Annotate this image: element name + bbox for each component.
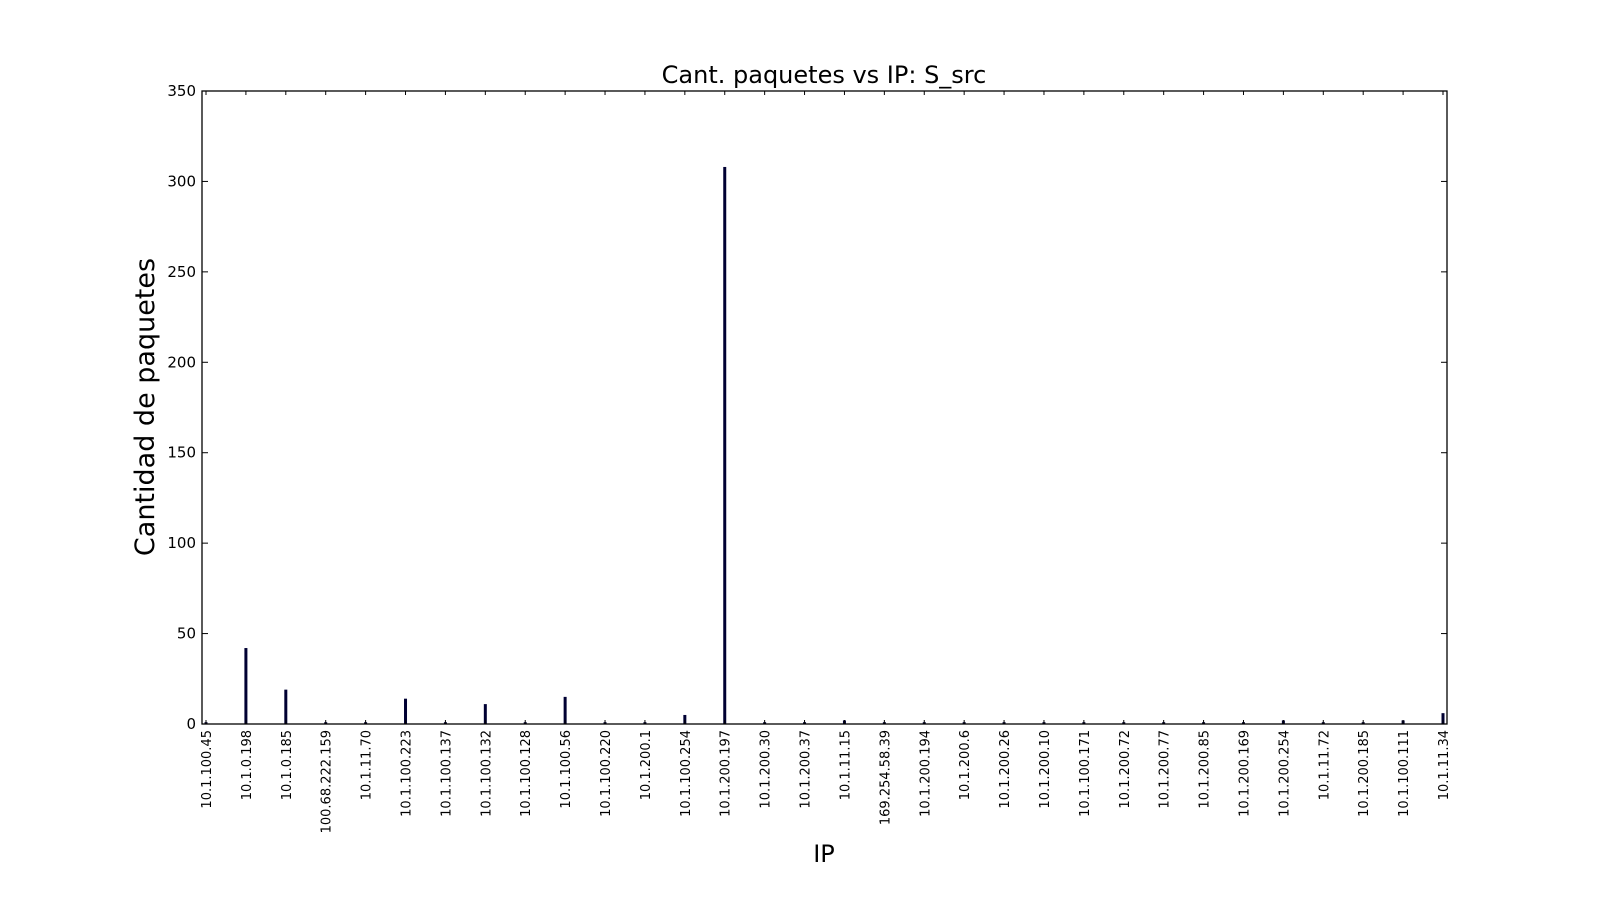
x-tick-label: 10.1.11.34 <box>1437 730 1452 800</box>
y-tick-label: 150 <box>167 444 196 462</box>
bar-10.1.200.197 <box>723 166 727 724</box>
x-axis-label: IP <box>813 840 835 868</box>
x-tick-label: 10.1.200.72 <box>1118 730 1133 809</box>
bar-10.1.100.132 <box>483 704 487 724</box>
y-tick-label: 200 <box>167 353 196 371</box>
y-tick-label: 0 <box>186 715 196 733</box>
x-tick-label: 169.254.58.39 <box>878 730 893 825</box>
bar-10.1.0.198 <box>244 648 248 724</box>
x-tick-label: 10.1.100.137 <box>439 730 454 817</box>
y-tick-label: 250 <box>167 263 196 281</box>
bar-10.1.0.185 <box>284 689 288 724</box>
x-tick-label: 10.1.200.30 <box>759 730 774 809</box>
x-tick-label: 10.1.200.26 <box>998 730 1013 809</box>
x-tick-label: 10.1.200.37 <box>799 730 814 809</box>
x-tick-label: 10.1.100.132 <box>479 730 494 817</box>
bar-10.1.100.223 <box>404 698 408 724</box>
plot-frame <box>201 90 1448 725</box>
x-tick-label: 10.1.200.85 <box>1198 730 1213 809</box>
x-tick-label: 10.1.100.223 <box>400 730 415 817</box>
y-axis-label: Cantidad de paquetes <box>130 258 161 556</box>
x-axis-ticks: 10.1.100.45 10.1.0.198 10.1.0.185 100.68.22… <box>200 91 1452 833</box>
bar-10.1.100.254 <box>683 714 687 724</box>
x-tick-label: 10.1.11.15 <box>838 730 853 800</box>
y-tick-label: 100 <box>167 534 196 552</box>
bars-group <box>204 166 1445 724</box>
x-tick-label: 10.1.100.111 <box>1397 730 1412 817</box>
y-tick-label: 50 <box>177 625 196 643</box>
x-tick-label: 10.1.100.45 <box>200 730 215 809</box>
x-tick-label: 10.1.200.197 <box>719 730 734 817</box>
x-tick-label: 10.1.11.72 <box>1317 730 1332 800</box>
x-tick-label: 10.1.100.171 <box>1078 730 1093 817</box>
x-tick-label: 10.1.100.220 <box>599 730 614 817</box>
x-tick-label: 10.1.200.77 <box>1158 730 1173 809</box>
y-tick-label: 350 <box>167 82 196 100</box>
y-tick-label: 300 <box>167 172 196 190</box>
chart-title: Cant. paquetes vs IP: S_src <box>662 61 987 89</box>
x-tick-label: 10.1.200.169 <box>1237 730 1252 817</box>
bar-10.1.100.56 <box>563 696 567 724</box>
x-tick-label: 10.1.200.185 <box>1357 730 1372 817</box>
x-tick-label: 10.1.200.6 <box>958 730 973 800</box>
x-tick-label: 100.68.222.159 <box>320 730 335 833</box>
x-tick-label: 10.1.100.56 <box>559 730 574 809</box>
x-tick-label: 10.1.11.70 <box>360 730 375 800</box>
x-tick-label: 10.1.200.10 <box>1038 730 1053 809</box>
x-tick-label: 10.1.200.194 <box>918 730 933 817</box>
x-tick-label: 10.1.200.254 <box>1277 730 1292 817</box>
x-tick-label: 10.1.100.128 <box>519 730 534 817</box>
x-tick-label: 10.1.0.185 <box>280 730 295 800</box>
bar-10.1.11.34 <box>1441 713 1445 724</box>
x-tick-label: 10.1.0.198 <box>240 730 255 800</box>
x-tick-label: 10.1.200.1 <box>639 730 654 800</box>
x-tick-label: 10.1.100.254 <box>679 730 694 817</box>
y-axis-ticks: 0 50 100 150 200 250 300 350 <box>167 82 1447 733</box>
